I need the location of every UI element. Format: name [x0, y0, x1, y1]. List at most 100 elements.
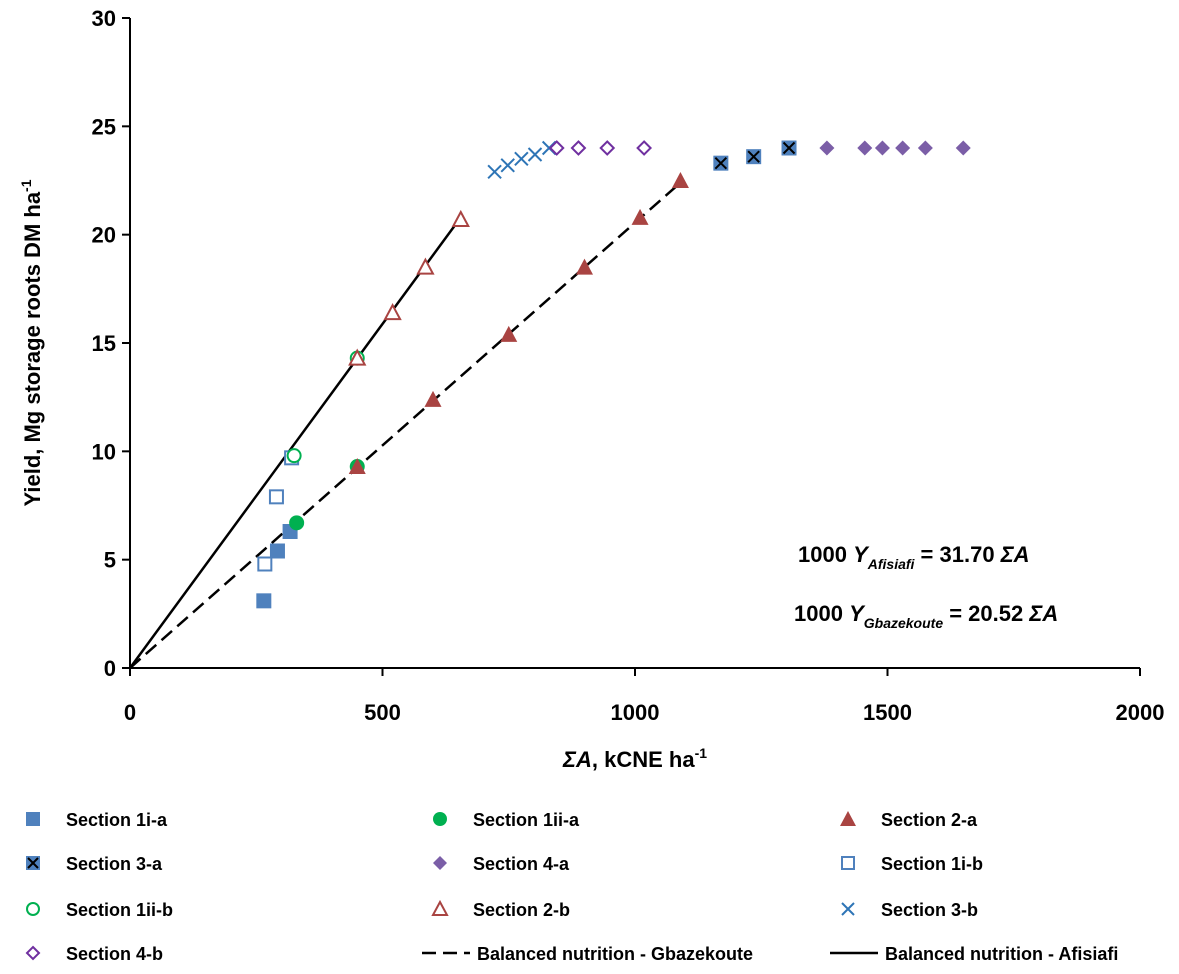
legend-label: Section 2-a: [881, 810, 978, 830]
axes: 0 5 10 15 20 25 30 0 500 1000 1500 2000 Yield, Mg st…: [18, 6, 1164, 772]
legend-entry: Balanced nutrition - Gbazekoute: [422, 944, 753, 964]
legend-label: Section 4-a: [473, 854, 570, 874]
legend-entry: Section 1ii-b: [26, 900, 173, 920]
legend-marker: [431, 899, 449, 916]
marker-cross: [782, 141, 796, 155]
legend-marker: [433, 856, 447, 870]
series-group: [348, 172, 689, 474]
x-tick-label: 2000: [1116, 700, 1165, 725]
legend-label: Section 1ii-a: [473, 810, 580, 830]
marker-cross: [27, 857, 39, 869]
data-point: [746, 149, 762, 165]
data-point: [895, 140, 911, 156]
data-point: [416, 257, 435, 275]
marker-cross: [714, 156, 728, 170]
data-point: [917, 140, 933, 156]
data-point: [286, 448, 302, 464]
data-point: [570, 140, 587, 156]
legend-entry: Section 4-a: [433, 854, 570, 874]
data-point: [451, 209, 470, 227]
data-point: [548, 140, 565, 156]
data-point: [269, 543, 285, 559]
y-tick-label: 0: [104, 656, 116, 681]
legend-label: Section 3-a: [66, 854, 163, 874]
series-group: [713, 140, 797, 171]
legend-entry: Section 1i-b: [841, 854, 983, 874]
x-tick-label: 500: [364, 700, 401, 725]
legend-marker: [841, 902, 855, 916]
data-point: [781, 140, 797, 156]
data-point: [268, 489, 284, 505]
equation-annotation: 1000 YAfisiafi = 31.70 ΣA: [798, 542, 1030, 572]
data-point: [424, 390, 442, 407]
legend-marker: [26, 902, 40, 916]
legend-label: Balanced nutrition - Gbazekoute: [477, 944, 753, 964]
trend-line: [128, 216, 462, 669]
x-tick-label: 1000: [611, 700, 660, 725]
legend-entry: Balanced nutrition - Afisiafi: [830, 944, 1118, 964]
data-point: [514, 151, 529, 167]
x-tick-label: 1500: [863, 700, 912, 725]
legend-marker: [840, 811, 856, 826]
y-tick-label: 25: [92, 114, 116, 139]
data-point: [576, 258, 593, 275]
legend-entry: Section 2-a: [840, 810, 978, 830]
legend-marker: [26, 856, 40, 870]
y-axis-title: Yield, Mg storage roots DM ha-1: [18, 179, 45, 506]
series-group: [286, 350, 365, 464]
series-group: [548, 140, 653, 156]
legend: Section 1i-a Section 1ii-a Section 2-a Sect…: [25, 810, 1118, 964]
data-point: [289, 515, 305, 531]
data-point: [257, 556, 273, 572]
trend-lines: [128, 181, 682, 669]
data-point: [955, 140, 971, 156]
marker-cross: [747, 150, 760, 163]
data-point: [383, 303, 402, 321]
legend-entry: Section 3-b: [841, 900, 978, 920]
legend-marker: [841, 856, 855, 870]
legend-label: Section 4-b: [66, 944, 163, 964]
data-point: [599, 140, 616, 156]
legend-entry: Section 1i-a: [26, 810, 168, 830]
legend-entry: Section 2-b: [431, 899, 570, 920]
data-point: [636, 140, 653, 156]
x-axis-title: ΣA, kCNE ha-1: [562, 745, 707, 772]
x-tick-label: 0: [124, 700, 136, 725]
series-group: [487, 140, 557, 180]
data-points: [256, 140, 971, 609]
series-group: [348, 209, 470, 366]
legend-label: Section 1ii-b: [66, 900, 173, 920]
data-point: [857, 140, 873, 156]
y-tick-label: 15: [92, 331, 116, 356]
y-tick-label: 30: [92, 6, 116, 31]
legend-entry: Section 3-a: [26, 854, 163, 874]
equation-annotation: 1000 YGbazekoute = 20.52 ΣA: [794, 601, 1058, 631]
trend-line: [129, 181, 682, 669]
legend-entry: Section 4-b: [25, 944, 163, 964]
legend-entry: Section 1ii-a: [433, 810, 580, 830]
data-point: [631, 208, 649, 225]
y-tick-label: 10: [92, 439, 116, 464]
legend-label: Balanced nutrition - Afisiafi: [885, 944, 1118, 964]
data-point: [874, 140, 890, 156]
legend-marker: [25, 945, 41, 961]
data-point: [500, 325, 518, 342]
y-tick-label: 5: [104, 548, 116, 573]
legend-marker: [433, 812, 447, 826]
data-point: [500, 158, 515, 173]
legend-label: Section 1i-b: [881, 854, 983, 874]
legend-marker: [26, 812, 40, 826]
data-point: [348, 458, 366, 474]
data-point: [819, 140, 835, 156]
equation-annotations: 1000 YAfisiafi = 31.70 ΣA 1000 YGbazekout…: [794, 542, 1058, 631]
data-point: [348, 348, 367, 366]
data-point: [256, 593, 272, 609]
legend-label: Section 2-b: [473, 900, 570, 920]
data-point: [487, 164, 502, 180]
data-point: [527, 147, 543, 162]
y-tick-label: 20: [92, 223, 116, 248]
series-group: [819, 140, 971, 156]
data-point: [671, 172, 689, 188]
